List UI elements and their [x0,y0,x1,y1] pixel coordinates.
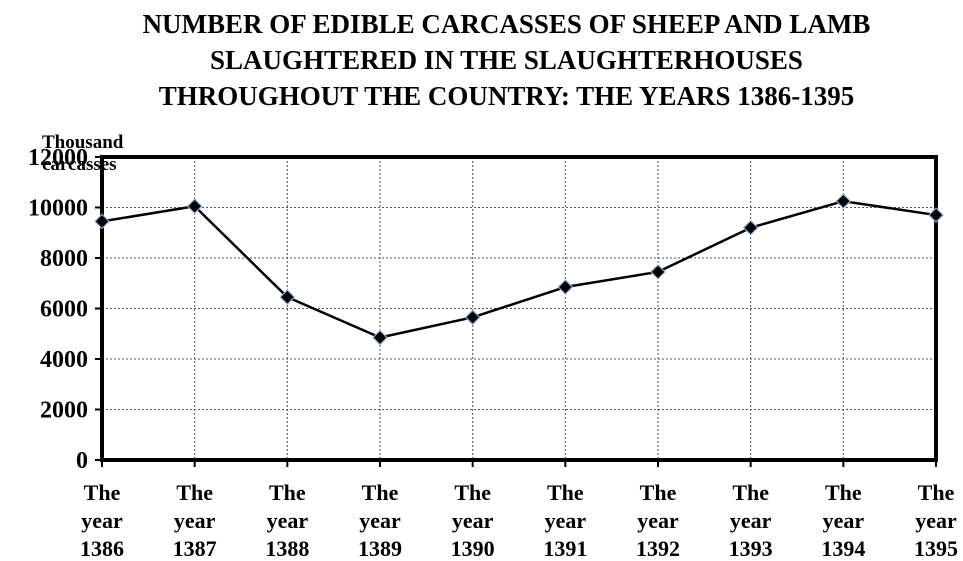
y-axis-label-line: carcasses [42,154,117,175]
x-tick-label-line: year [174,508,216,533]
y-tick-label: 2000 [40,398,88,424]
x-tick-label-line: The [918,480,955,505]
x-tick-label: The year 1393 [729,480,773,561]
x-tick-label-line: year [452,508,494,533]
x-tick-label: The year 1389 [358,480,402,561]
x-tick-label-line: The [84,480,121,505]
chart-title-line: THROUGHOUT THE COUNTRY: THE YEARS 1386-1… [158,81,855,111]
x-tick-label: The year 1386 [80,480,124,561]
x-tick-label-line: The [362,480,399,505]
x-tick-label-line: 1392 [636,536,680,561]
x-tick-label: The year 1388 [265,480,309,561]
x-tick-label-line: year [545,508,587,533]
data-point-marker [464,309,481,326]
x-tick-label-line: 1389 [358,536,402,561]
data-point-marker [94,213,110,230]
x-tick-label-line: 1387 [173,536,217,561]
x-tick-label-line: The [732,480,769,505]
x-tick-label-line: The [640,480,677,505]
x-tick-label-line: The [454,480,491,505]
x-tick-label-line: 1394 [821,536,865,561]
data-point-marker [279,289,296,305]
y-tick-label: 6000 [40,297,88,323]
x-tick-label-line: 1386 [80,536,124,561]
x-tick-label-line: The [825,480,862,505]
x-tick-label-line: year [915,508,957,533]
data-point-marker [742,219,759,236]
x-tick-label-line: 1395 [914,536,958,561]
x-tick-label: The year 1390 [451,480,495,561]
y-axis-label: Thousand carcasses [42,132,162,176]
gridlines [102,157,936,460]
data-point-marker [186,198,203,215]
chart-title: NUMBER OF EDIBLE CARCASSES OF SHEEP AND … [60,6,953,114]
x-tick-label: The year 1392 [636,480,680,561]
y-tick-label: 8000 [40,246,88,272]
y-tick-label: 4000 [40,347,88,373]
x-tick-label-line: year [267,508,309,533]
chart-title-line: NUMBER OF EDIBLE CARCASSES OF SHEEP AND … [142,9,871,39]
data-point-marker [372,329,388,346]
series-line [101,199,937,339]
x-tick-label-line: year [359,508,401,533]
chart-title-line: SLAUGHTERED IN THE SLAUGHTERHOUSES [210,45,803,75]
x-tick-label-line: 1390 [451,536,495,561]
x-tick-label-line: The [269,480,306,505]
x-tick-label-line: year [81,508,123,533]
x-tick-label-line: The [547,480,584,505]
series-layer [94,193,944,346]
y-tick-label: 10000 [28,196,88,222]
x-tick-label: The year 1395 [914,480,958,561]
x-tick-label: The year 1387 [173,480,217,561]
x-tick-label-line: year [823,508,865,533]
x-tick-label: The year 1394 [821,480,865,561]
data-point-marker [928,207,944,223]
data-point-marker [650,264,666,280]
x-tick-label-line: year [637,508,679,533]
x-tick-label-line: 1393 [729,536,773,561]
data-point-marker [557,279,574,295]
x-tick-label-line: The [176,480,213,505]
x-tick-label: The year 1391 [543,480,587,561]
x-tick-label-line: 1391 [543,536,587,561]
y-tick-label: 12000 [28,145,88,171]
y-axis-label-line: Thousand [42,132,124,153]
x-tick-label-line: year [730,508,772,533]
x-tick-label-line: 1388 [265,536,309,561]
data-point-marker [835,193,852,210]
y-tick-label: 0 [76,448,88,474]
